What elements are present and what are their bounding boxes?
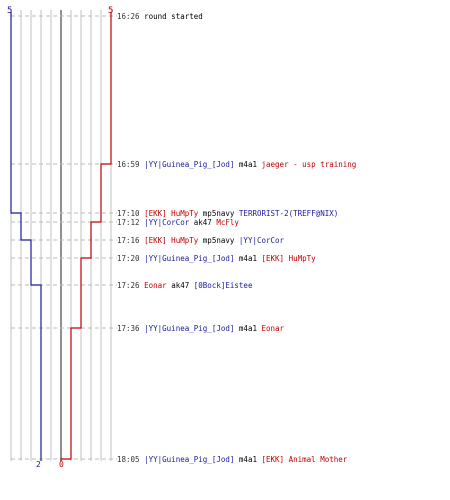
grid-lines: [10, 10, 112, 461]
event-victim: |YY|CorCor: [238, 236, 285, 245]
event-victim: Eonar: [261, 324, 285, 333]
event-weapon: ak47: [171, 281, 190, 290]
event-victim: McFly: [216, 218, 239, 227]
score-top-left: 5: [7, 6, 12, 16]
event-weapon: m4a1: [238, 254, 257, 263]
event-time: 16:26: [117, 12, 140, 21]
event-victim: jaeger - usp training: [261, 160, 357, 169]
event-killer: |YY|Guinea_Pig_[Jod]: [144, 254, 235, 263]
event-time: 17:10: [117, 209, 140, 218]
event-killer: |YY|CorCor: [144, 218, 190, 227]
event-killer: Eonar: [144, 281, 167, 290]
event-weapon: m4a1: [238, 160, 257, 169]
event-row: 17:36 |YY|Guinea_Pig_[Jod] m4a1 Eonar: [117, 324, 284, 333]
score-top-right: 5: [108, 6, 113, 16]
score-bottom-right: 0: [59, 460, 64, 469]
event-killer: [EKK] HuMpTy: [144, 236, 199, 245]
event-killer: |YY|Guinea_Pig_[Jod]: [144, 160, 235, 169]
event-time: 17:12: [117, 218, 140, 227]
event-note: round started: [144, 12, 203, 21]
team-a-alive-line: [10, 12, 42, 461]
event-row: 16:59 |YY|Guinea_Pig_[Jod] m4a1 jaeger -…: [117, 160, 356, 169]
event-time: 18:05: [117, 455, 140, 464]
event-weapon: ak47: [193, 218, 212, 227]
event-time: 17:20: [117, 254, 140, 263]
event-row: 17:16 [EKK] HuMpTy mp5navy |YY|CorCor: [117, 236, 284, 245]
event-time: 17:26: [117, 281, 140, 290]
score-bottom-left: 2: [36, 460, 41, 469]
event-victim: [EKK] HuMpTy: [261, 254, 316, 263]
event-row: 17:20 |YY|Guinea_Pig_[Jod] m4a1 [EKK] Hu…: [117, 254, 316, 263]
event-killer: [EKK] HuMpTy: [144, 209, 199, 218]
event-time: 17:16: [117, 236, 140, 245]
event-row: 17:26 Eonar ak47 [0Bock]Eistee: [117, 281, 252, 290]
event-time: 17:36: [117, 324, 140, 333]
event-row: 17:12 |YY|CorCor ak47 McFly: [117, 218, 239, 227]
event-victim: [0Bock]Eistee: [193, 281, 253, 290]
event-row: 18:05 |YY|Guinea_Pig_[Jod] m4a1 [EKK] An…: [117, 455, 347, 464]
event-victim: [EKK] Animal Mother: [261, 455, 348, 464]
event-row-round-start: 16:26 round started: [117, 12, 203, 21]
event-weapon: m4a1: [238, 324, 257, 333]
event-weapon: m4a1: [238, 455, 257, 464]
event-killer: |YY|Guinea_Pig_[Jod]: [144, 455, 235, 464]
event-killer: |YY|Guinea_Pig_[Jod]: [144, 324, 235, 333]
team-b-alive-line: [60, 12, 112, 461]
event-weapon: mp5navy: [202, 209, 235, 218]
event-weapon: mp5navy: [202, 236, 235, 245]
event-victim: TERRORIST-2(TREFF@NIX): [238, 209, 339, 218]
event-row: 17:10 [EKK] HuMpTy mp5navy TERRORIST-2(T…: [117, 209, 338, 218]
event-time: 16:59: [117, 160, 140, 169]
